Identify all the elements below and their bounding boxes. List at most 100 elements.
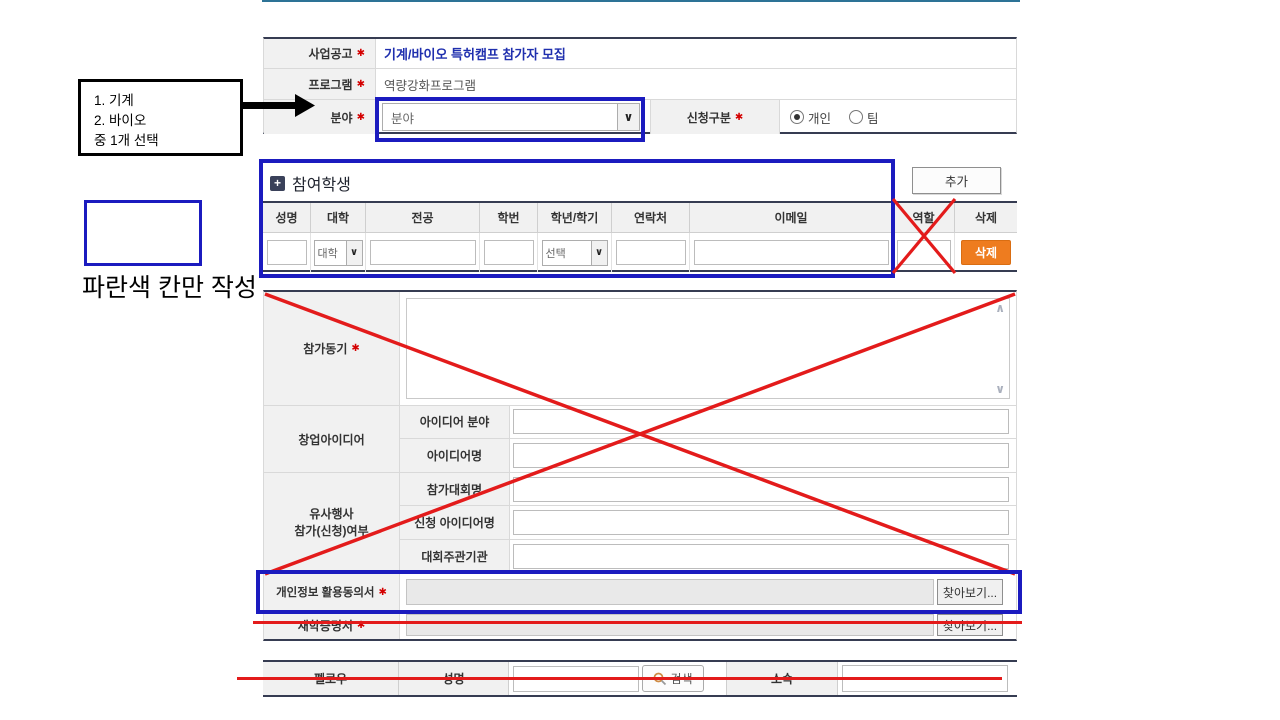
radio-label: 개인	[808, 111, 832, 126]
cell: 대학 ∨	[311, 233, 366, 272]
chevron-down-icon[interactable]: ∨	[345, 240, 362, 265]
fellow-affiliation-label: 소속	[727, 662, 838, 695]
blue-cells-note: 파란색 칸만 작성	[82, 274, 257, 302]
application-summary-table: 사업공고 ✱ 기계/바이오 특허캠프 참가자 모집 프로그램 ✱ 역량강화프로그…	[263, 37, 1017, 134]
delete-student-button[interactable]: 삭제	[961, 240, 1011, 265]
required-mark: ✱	[356, 111, 365, 123]
cell: 선택 ∨	[538, 233, 612, 272]
applied-idea-input[interactable]	[513, 510, 1009, 535]
student-email-input[interactable]	[693, 240, 889, 265]
cell	[263, 233, 311, 272]
field-note-box: 1. 기계 2. 바이오 중 1개 선택	[78, 79, 243, 156]
label-text: 재학증명서	[297, 618, 353, 633]
cell	[612, 233, 690, 272]
radio-on-icon[interactable]	[790, 110, 804, 124]
required-mark: ✱	[378, 586, 387, 598]
col-header-stuid: 학번	[480, 203, 538, 232]
contest-name-input[interactable]	[513, 476, 1009, 502]
table-row: 아이디어명	[400, 438, 1016, 472]
field-label: 분야 ✱	[264, 100, 376, 134]
student-grade-select[interactable]: 선택 ∨	[541, 239, 608, 266]
blue-cell-sample-box	[84, 200, 202, 266]
similar-event-group: 유사행사 참가(신청)여부 참가대회명 신청 아이디어명 대회주관	[264, 473, 1016, 574]
fellow-name-cell: 검색	[509, 662, 727, 695]
privacy-consent-label: 개인정보 활용동의서 ✱	[264, 574, 400, 610]
col-header-role: 역할	[893, 203, 955, 232]
plus-icon[interactable]: +	[270, 175, 285, 191]
motivation-label: 참가동기 ✱	[264, 292, 400, 405]
label-text: 분야	[330, 110, 353, 125]
label-text: 신청구분	[686, 110, 731, 125]
chevron-up-icon[interactable]: ∧	[995, 301, 1005, 315]
students-section-title: 참여학생	[292, 177, 351, 194]
chevron-down-icon[interactable]: ∨	[590, 240, 607, 265]
fellow-affiliation-input[interactable]	[842, 665, 1008, 692]
privacy-browse-button[interactable]: 찾아보기...	[937, 579, 1003, 605]
field-select-value: 분야	[391, 111, 415, 126]
add-student-button[interactable]: 추가	[912, 167, 1001, 194]
table-row: 프로그램 ✱ 역량강화프로그램	[264, 69, 1016, 100]
motivation-row: 참가동기 ✱ ∧ ∨	[264, 292, 1016, 406]
search-icon	[654, 672, 667, 685]
applied-idea-label: 신청 아이디어명	[400, 506, 510, 539]
cell	[510, 540, 1016, 573]
contest-name-label: 참가대회명	[400, 473, 510, 505]
col-header-contact: 연락처	[612, 203, 690, 232]
chevron-down-icon[interactable]: ∨	[995, 382, 1005, 396]
fellow-label: 펠로우	[263, 662, 399, 695]
label-text: 개인정보 활용동의서	[276, 587, 375, 599]
cell	[510, 406, 1016, 438]
student-role-input[interactable]	[896, 240, 951, 265]
field-select[interactable]: 분야 ∨	[382, 103, 640, 131]
field-row-content: 분야 ∨ 신청구분 ✱ 개인 팀	[376, 100, 1016, 134]
startup-idea-rows: 아이디어 분야 아이디어명	[400, 406, 1016, 472]
cell	[510, 473, 1016, 505]
required-mark: ✱	[351, 343, 360, 354]
note-line: 1. 기계	[94, 93, 134, 108]
label-text: 참가동기	[303, 342, 348, 356]
idea-name-label: 아이디어명	[400, 438, 510, 472]
table-row: 아이디어 분야	[400, 406, 1016, 439]
cell	[480, 233, 538, 272]
col-header-name: 성명	[263, 203, 311, 232]
student-id-input[interactable]	[483, 240, 534, 265]
cell	[690, 233, 893, 272]
detail-form-table: 참가동기 ✱ ∧ ∨ 창업아이디어 아이디어 분야	[263, 290, 1017, 641]
fellow-name-input[interactable]	[513, 665, 639, 692]
privacy-file-field[interactable]	[406, 579, 934, 605]
fellow-search-button[interactable]: 검색	[642, 665, 704, 692]
enrollment-file-field[interactable]	[406, 614, 934, 636]
business-announcement-value: 기계/바이오 특허캠프 참가자 모집	[384, 47, 566, 62]
business-announcement-label: 사업공고 ✱	[264, 39, 376, 68]
motivation-textarea[interactable]: ∧ ∨	[406, 298, 1010, 399]
radio-individual[interactable]: 개인	[790, 108, 831, 127]
startup-idea-label: 창업아이디어	[264, 406, 400, 472]
table-row: 사업공고 ✱ 기계/바이오 특허캠프 참가자 모집	[264, 39, 1016, 69]
chevron-down-icon[interactable]: ∨	[617, 104, 639, 130]
label-text: 사업공고	[308, 47, 353, 61]
host-org-input[interactable]	[513, 544, 1009, 569]
label-text: 프로그램	[308, 77, 353, 92]
col-header-email: 이메일	[690, 203, 893, 232]
fellow-name-label: 성명	[399, 662, 509, 695]
table-row: 참가대회명	[400, 473, 1016, 506]
cell	[510, 439, 1016, 472]
idea-name-input[interactable]	[513, 442, 1009, 468]
student-name-input[interactable]	[266, 240, 307, 265]
radio-team[interactable]: 팀	[849, 108, 879, 127]
motivation-cell: ∧ ∨	[400, 292, 1016, 405]
enrollment-browse-button[interactable]: 찾아보기...	[937, 614, 1003, 636]
label-text: 참가(신청)여부	[294, 524, 369, 538]
fellow-row: 펠로우 성명 검색 소속	[263, 662, 1017, 695]
program-label: 프로그램 ✱	[264, 69, 376, 99]
student-contact-input[interactable]	[615, 240, 686, 265]
student-univ-select[interactable]: 대학 ∨	[313, 239, 363, 266]
radio-off-icon[interactable]	[849, 110, 864, 124]
student-major-input[interactable]	[369, 240, 476, 265]
col-header-univ: 대학	[311, 203, 366, 232]
select-value: 선택	[545, 247, 566, 260]
table-row: 분야 ✱ 분야 ∨ 신청구분 ✱ 개인	[264, 100, 1016, 134]
idea-field-input[interactable]	[513, 409, 1009, 435]
application-type-label: 신청구분 ✱	[650, 100, 780, 134]
